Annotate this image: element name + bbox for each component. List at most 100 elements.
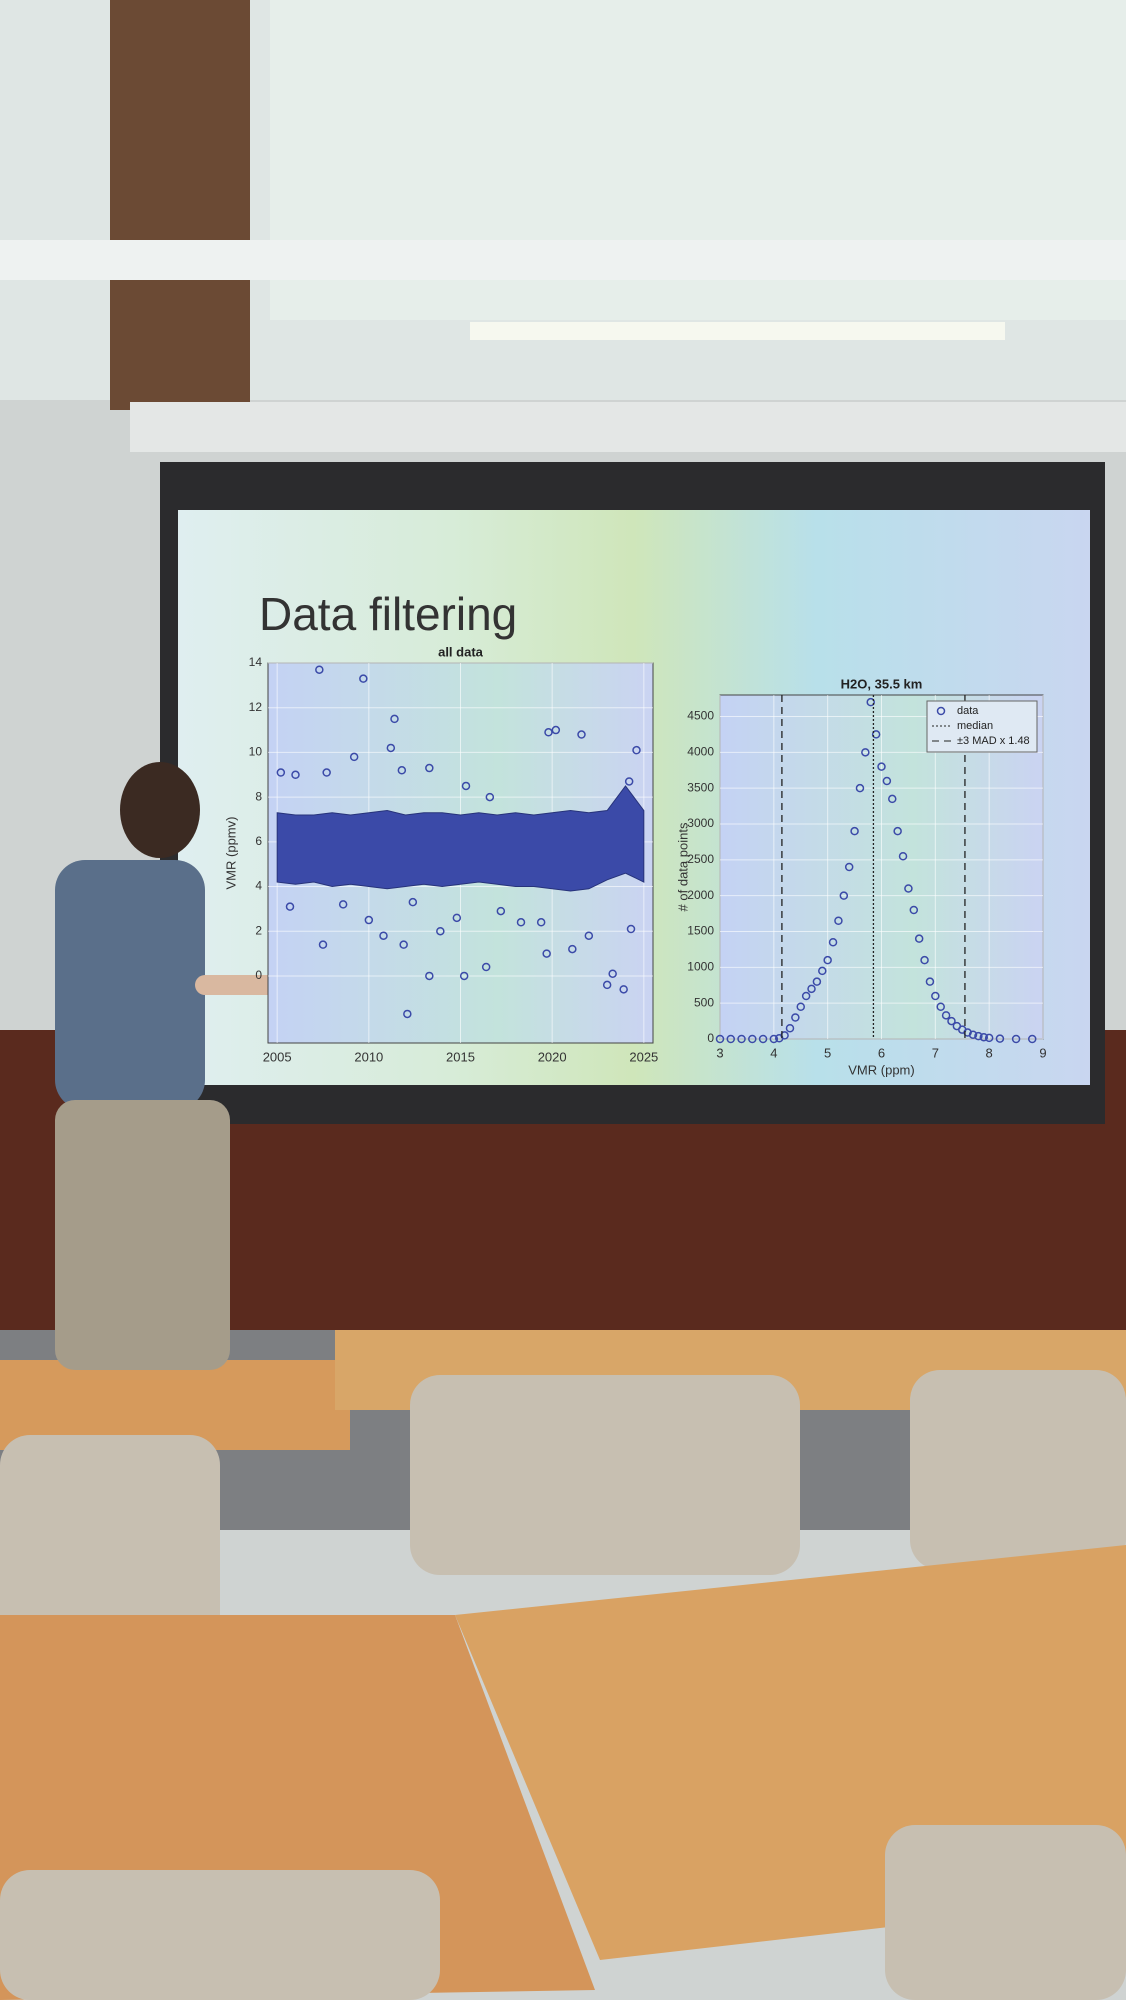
- legend-label: data: [957, 705, 979, 717]
- data-point: [349, 752, 359, 762]
- presenter: [55, 762, 335, 1370]
- data-point: [974, 1031, 983, 1041]
- chart-title: H2O, 35.5 km: [841, 676, 923, 691]
- data-point: [461, 781, 471, 791]
- data-point: [882, 776, 892, 786]
- x-axis-label: VMR (ppm): [848, 1062, 914, 1077]
- x-tick-label: 3: [716, 1045, 723, 1060]
- data-point: [544, 728, 553, 737]
- data-point: [285, 902, 295, 911]
- y-tick-label: 2500: [687, 852, 714, 866]
- data-point: [496, 906, 506, 916]
- data-point: [893, 826, 902, 836]
- y-tick-label: 4500: [687, 709, 714, 723]
- data-point: [425, 971, 434, 981]
- chart-title: all data: [438, 644, 484, 659]
- data-point: [516, 918, 526, 927]
- data-point: [941, 1011, 951, 1020]
- chair: [0, 1435, 220, 1645]
- data-point: [568, 944, 577, 954]
- data-point: [995, 1034, 1005, 1043]
- data-point: [925, 977, 935, 986]
- data-point: [485, 792, 495, 802]
- pipe: [0, 240, 1126, 280]
- chair: [0, 1870, 440, 2000]
- y-tick-label: 4000: [687, 745, 714, 759]
- x-tick-label: 4: [770, 1045, 777, 1060]
- data-point: [855, 783, 865, 793]
- data-point: [551, 725, 561, 735]
- data-point: [758, 1034, 768, 1044]
- data-point: [834, 916, 843, 925]
- data-point: [315, 665, 324, 674]
- y-tick-label: 2000: [687, 888, 714, 902]
- data-point: [399, 940, 408, 949]
- data-point: [726, 1034, 736, 1044]
- data-point: [602, 980, 612, 990]
- data-point: [850, 826, 859, 836]
- data-point: [844, 862, 854, 872]
- legend-swatch: [936, 706, 946, 716]
- data-point: [812, 977, 822, 986]
- data-point: [968, 1030, 978, 1039]
- data-point: [386, 743, 396, 753]
- data-point: [888, 794, 897, 804]
- data-point: [425, 763, 434, 773]
- slide-title: Data filtering: [259, 588, 517, 640]
- chair: [885, 1825, 1126, 2000]
- data-point: [823, 955, 832, 965]
- data-point: [947, 1016, 956, 1026]
- data-point: [828, 938, 838, 947]
- data-point: [769, 1034, 779, 1044]
- beam: [110, 0, 250, 410]
- y-tick-label: 2: [255, 923, 262, 937]
- data-point: [1011, 1034, 1021, 1044]
- data-point: [459, 971, 469, 981]
- y-tick-label: 12: [249, 700, 263, 714]
- data-point: [359, 674, 368, 683]
- data-point: [737, 1034, 746, 1044]
- data-point: [861, 748, 870, 757]
- data-point: [481, 962, 491, 972]
- y-tick-label: 14: [249, 655, 263, 669]
- data-point: [577, 730, 586, 739]
- x-tick-label: 2025: [629, 1049, 658, 1064]
- y-tick-label: 3500: [687, 780, 714, 794]
- data-point: [715, 1034, 725, 1044]
- data-point: [542, 949, 551, 958]
- data-point: [920, 955, 929, 965]
- data-point: [904, 884, 913, 893]
- data-point: [276, 768, 286, 777]
- data-point: [807, 984, 816, 994]
- data-point: [608, 969, 617, 978]
- x-tick-label: 9: [1039, 1045, 1046, 1060]
- data-point: [839, 891, 849, 900]
- y-tick-label: 8: [255, 789, 262, 803]
- data-point: [408, 897, 418, 907]
- data-point: [364, 915, 374, 925]
- chair: [910, 1370, 1126, 1570]
- data-point: [584, 931, 594, 940]
- x-tick-label: 8: [986, 1045, 993, 1060]
- data-point: [619, 985, 628, 994]
- data-point: [785, 1024, 795, 1033]
- legend-label: ±3 MAD x 1.48: [957, 735, 1030, 747]
- data-point: [979, 1032, 989, 1042]
- data-point: [1027, 1034, 1037, 1044]
- y-axis-label: # of data points: [675, 822, 690, 911]
- data-point: [984, 1033, 994, 1043]
- data-point: [748, 1034, 757, 1044]
- data-point: [871, 730, 881, 739]
- data-point: [931, 991, 940, 1001]
- data-point: [390, 714, 399, 724]
- data-point: [866, 697, 875, 707]
- data-point: [452, 913, 462, 923]
- data-point: [791, 1013, 800, 1022]
- data-point: [626, 924, 636, 934]
- data-point: [877, 762, 886, 771]
- data-point: [818, 966, 827, 976]
- y-tick-label: 1000: [687, 960, 714, 974]
- y-tick-label: 0: [255, 968, 262, 982]
- x-tick-label: 2005: [263, 1049, 292, 1064]
